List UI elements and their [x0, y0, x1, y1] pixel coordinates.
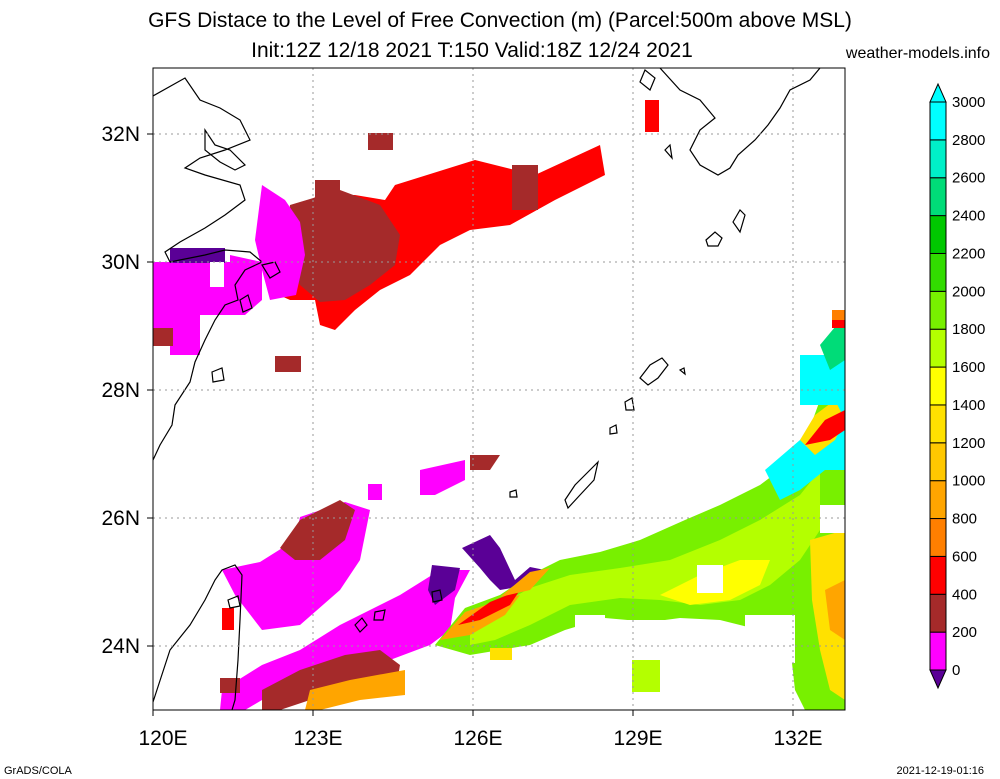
- colorbar-label: 2800: [952, 132, 985, 149]
- colorbar-swatch: [929, 366, 947, 406]
- colorbar-label: 400: [952, 586, 977, 603]
- colorbar-swatch: [929, 82, 947, 103]
- lon-tick-label: 126E: [453, 727, 502, 750]
- lon-tick-label: 120E: [138, 727, 187, 750]
- coastlines: [153, 68, 821, 710]
- colorbar-label: 1200: [952, 435, 985, 452]
- colorbar-label: 1600: [952, 359, 985, 376]
- data-field: [153, 68, 845, 710]
- map-subtitle: Init:12Z 12/18 2021 T:150 Valid:18Z 12/2…: [251, 39, 693, 62]
- colorbar-label: 1400: [952, 397, 985, 414]
- colorbar-label: 2200: [952, 245, 985, 262]
- colorbar-swatch: [929, 593, 947, 633]
- tick-marks: [147, 133, 794, 716]
- lat-tick-label: 28N: [101, 379, 140, 402]
- colorbar-label: 3000: [952, 94, 985, 111]
- colorbar-swatch: [929, 631, 947, 671]
- colorbar-swatch: [929, 555, 947, 595]
- colorbar-swatch: [929, 480, 947, 520]
- lat-tick-label: 26N: [101, 507, 140, 530]
- colorbar-swatch: [929, 215, 947, 254]
- lat-tick-label: 24N: [101, 635, 140, 658]
- colorbar-swatch: [929, 669, 947, 690]
- colorbar-label: 2000: [952, 283, 985, 300]
- region-se: [435, 310, 845, 710]
- map-title: GFS Distace to the Level of Free Convect…: [148, 9, 852, 32]
- colorbar-label: 1800: [952, 321, 985, 338]
- lon-tick-label: 123E: [293, 727, 342, 750]
- colorbar-label: 800: [952, 511, 977, 528]
- colorbar-swatch: [929, 442, 947, 482]
- lat-tick-label: 32N: [101, 123, 140, 146]
- colorbar-swatch: [929, 252, 947, 292]
- colorbar-label: 1000: [952, 473, 985, 490]
- lat-tick-label: 30N: [101, 251, 140, 274]
- colorbar-label: 0: [952, 662, 960, 679]
- colorbar: 0 200 400 600 800 1000 1200 1400 1600 1800 2000 220…: [929, 82, 985, 690]
- colorbar-label: 200: [952, 624, 977, 641]
- plot-frame: [152, 67, 846, 711]
- colorbar-swatch: [929, 290, 947, 330]
- region-purple: [428, 535, 545, 605]
- colorbar-swatch: [929, 518, 947, 557]
- colorbar-label: 2600: [952, 170, 985, 187]
- lon-tick-label: 129E: [613, 727, 662, 750]
- colorbar-label: 600: [952, 548, 977, 565]
- colorbar-swatch: [929, 101, 947, 141]
- footer-timestamp: 2021-12-19-01:16: [896, 765, 984, 777]
- region-nw: [153, 100, 659, 372]
- site-credit: weather-models.info: [845, 45, 990, 62]
- region-south: [220, 455, 500, 710]
- colorbar-swatch: [929, 404, 947, 444]
- colorbar-swatch: [929, 328, 947, 368]
- gridlines: [153, 68, 845, 710]
- colorbar-label: 2400: [952, 208, 985, 225]
- colorbar-swatch: [929, 177, 947, 217]
- footer-credit: GrADS/COLA: [4, 765, 72, 777]
- colorbar-swatch: [929, 139, 947, 179]
- lon-tick-label: 132E: [773, 727, 822, 750]
